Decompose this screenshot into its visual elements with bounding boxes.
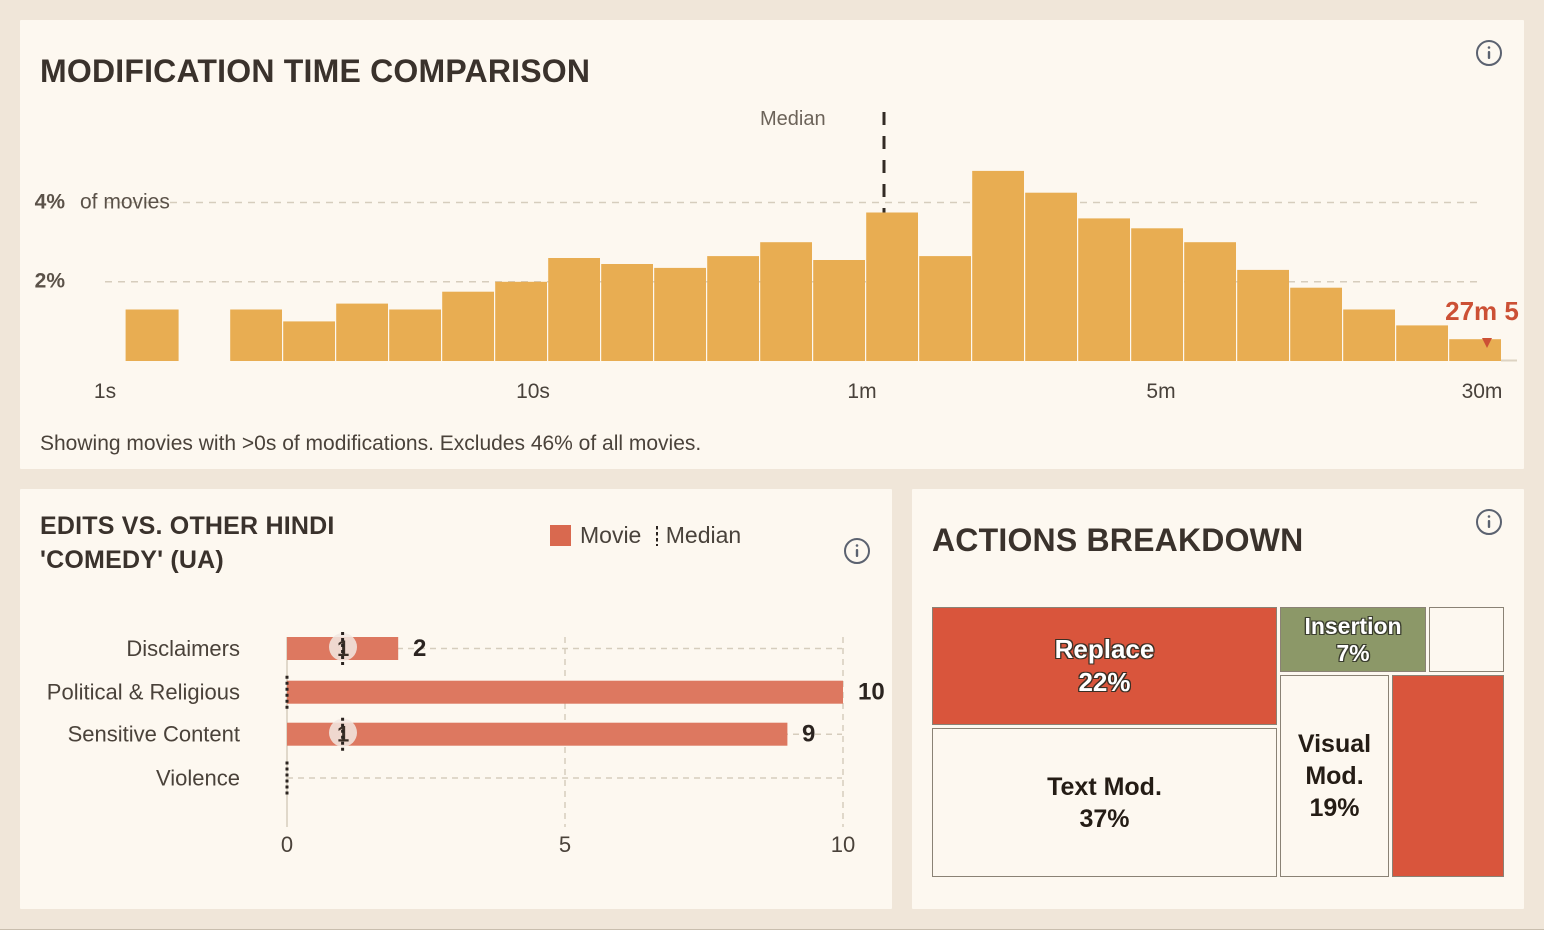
svg-text:Disclaimers: Disclaimers [126, 636, 240, 661]
svg-text:27m 5: 27m 5 [1445, 296, 1519, 326]
svg-text:1s: 1s [94, 380, 116, 403]
svg-text:4%: 4% [35, 191, 66, 214]
svg-text:Political & Religious: Political & Religious [47, 680, 240, 705]
svg-text:0: 0 [281, 832, 293, 857]
svg-text:Median: Median [760, 108, 826, 130]
svg-text:of movies: of movies [80, 191, 170, 214]
svg-text:10: 10 [858, 679, 885, 706]
svg-text:5m: 5m [1146, 380, 1175, 403]
svg-text:2: 2 [413, 635, 426, 662]
svg-text:Sensitive Content: Sensitive Content [68, 722, 240, 747]
svg-text:10: 10 [831, 832, 855, 857]
svg-text:Violence: Violence [156, 766, 240, 791]
svg-text:10s: 10s [516, 380, 550, 403]
svg-text:30m: 30m [1462, 380, 1503, 403]
svg-text:9: 9 [802, 721, 815, 748]
svg-text:5: 5 [559, 832, 571, 857]
svg-text:1m: 1m [847, 380, 876, 403]
svg-text:2%: 2% [35, 270, 66, 293]
